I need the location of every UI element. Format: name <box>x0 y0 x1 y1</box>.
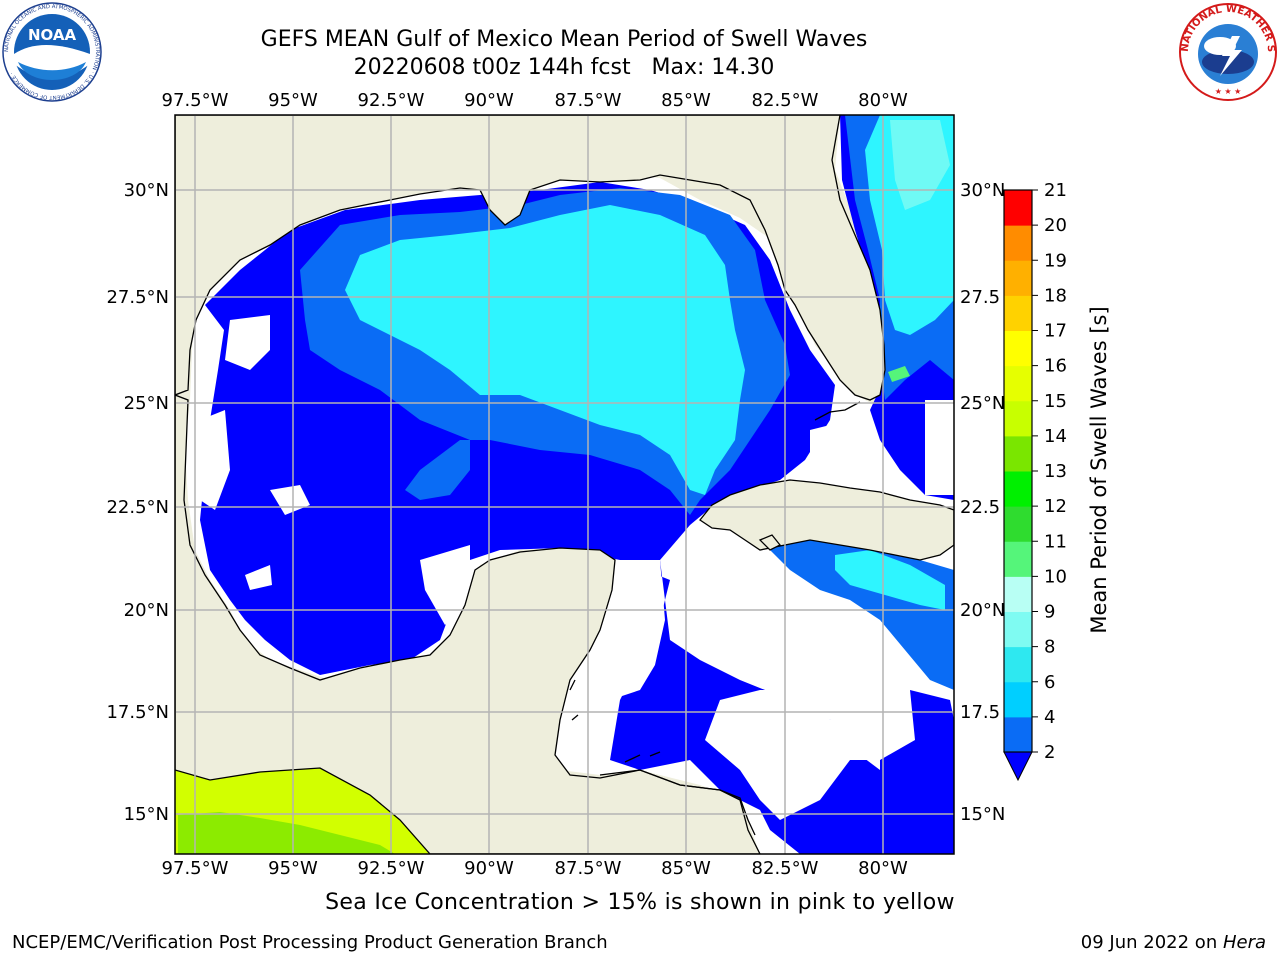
colorbar-tick-label: 2 <box>1044 742 1055 763</box>
colorbar-segment <box>1004 190 1032 226</box>
colorbar-tick-label: 19 <box>1044 250 1067 271</box>
lon-label-bottom: 87.5°W <box>555 858 622 879</box>
us-land <box>175 115 886 401</box>
colorbar-segment <box>1004 365 1032 402</box>
colorbar-tick-label: 12 <box>1044 496 1067 517</box>
map-content <box>175 115 954 854</box>
colorbar-tick-label: 17 <box>1044 321 1067 342</box>
colorbar-tick-label: 15 <box>1044 391 1067 412</box>
colorbar-tick-label: 14 <box>1044 426 1067 447</box>
lon-label-top: 92.5°W <box>358 90 425 111</box>
lon-label-bottom: 80°W <box>858 858 908 879</box>
colorbar-tick-label: 13 <box>1044 461 1067 482</box>
footer-machine: Hera <box>1222 932 1266 953</box>
colorbar-tick-label: 18 <box>1044 285 1067 306</box>
lat-label-left: 22.5°N <box>106 497 169 518</box>
lon-label-bottom: 92.5°W <box>358 858 425 879</box>
colorbar-tick-label: 8 <box>1044 637 1055 658</box>
colorbar-segment <box>1004 435 1032 472</box>
lat-label-right: 20°N <box>960 600 1005 621</box>
lon-label-top: 90°W <box>464 90 514 111</box>
colorbar-segment <box>1004 576 1032 612</box>
svg-text:★ ★ ★: ★ ★ ★ <box>1215 87 1242 96</box>
colorbar-tick-label: 20 <box>1044 215 1067 236</box>
colorbar-segment <box>1004 611 1032 648</box>
colorbar: 2 4 6 8 9 10 11 12 13 14 15 16 17 18 19 20 21 <box>1003 180 1067 782</box>
map-graticule <box>175 115 954 854</box>
title-line2: 20220608 t00z 144h fcst Max: 14.30 <box>353 55 775 80</box>
swell-pale-cyan-patch <box>890 120 950 210</box>
lon-label-top: 87.5°W <box>555 90 622 111</box>
lat-label-left: 15°N <box>124 804 169 825</box>
swell-light-cyan <box>345 205 745 495</box>
mexico-land <box>175 394 761 854</box>
lat-label-left: 25°N <box>124 393 169 414</box>
colorbar-tick-label: 16 <box>1044 356 1067 377</box>
lat-label-left: 17.5°N <box>106 702 169 723</box>
footer-date-text: 09 Jun 2022 on <box>1080 932 1223 953</box>
yucatan-islands <box>569 679 661 763</box>
footer-date: 09 Jun 2022 on Hera <box>1081 932 1266 953</box>
lon-label-bottom: 82.5°W <box>752 858 819 879</box>
lon-labels-bottom: 97.5°W 95°W 92.5°W 90°W 87.5°W 85°W 82.5… <box>162 858 908 879</box>
isla-juventud <box>758 534 782 551</box>
lat-label-right: 30°N <box>960 180 1005 201</box>
map-frame <box>174 114 955 855</box>
sea-ice-note: Sea Ice Concentration > 15% is shown in … <box>325 890 955 915</box>
lon-label-bottom: 85°W <box>661 858 711 879</box>
lon-label-bottom: 95°W <box>268 858 318 879</box>
colorbar-segment <box>1004 330 1032 367</box>
colorbar-segment <box>1004 646 1032 683</box>
colorbar-extend-arrow <box>1003 751 1033 782</box>
colorbar-segment <box>1004 681 1032 718</box>
lat-label-left: 20°N <box>124 600 169 621</box>
lon-label-bottom: 90°W <box>464 858 514 879</box>
lat-label-right: 17.5 <box>960 702 1000 723</box>
lat-labels-left: 30°N 27.5°N 25°N 22.5°N 20°N 17.5°N 15°N <box>106 180 169 825</box>
title-line1: GEFS MEAN Gulf of Mexico Mean Period of … <box>260 27 868 52</box>
colorbar-tick-label: 4 <box>1044 707 1055 728</box>
lat-label-right: 22.5 <box>960 497 1000 518</box>
colorbar-segment <box>1004 260 1032 296</box>
noaa-logo: NATIONAL OCEANIC AND ATMOSPHERIC ADMINIS… <box>2 2 102 102</box>
colorbar-tick-label: 6 <box>1044 672 1055 693</box>
colorbar-tick-label: 9 <box>1044 602 1055 623</box>
lat-label-right: 27.5 <box>960 287 1000 308</box>
nws-logo: NATIONAL WEATHER SERVICE ★ ★ ★ <box>1174 0 1278 102</box>
colorbar-segment <box>1004 400 1032 437</box>
lon-labels-top: 97.5°W 95°W 92.5°W 90°W 87.5°W 85°W 82.5… <box>162 90 908 111</box>
lat-label-right: 25°N <box>960 393 1005 414</box>
pacific-green-patch <box>178 812 395 854</box>
colorbar-segment <box>1004 541 1032 577</box>
lat-label-left: 30°N <box>124 180 169 201</box>
lon-label-top: 82.5°W <box>752 90 819 111</box>
lat-label-left: 27.5°N <box>106 287 169 308</box>
colorbar-segment <box>1004 506 1032 542</box>
lon-label-top: 85°W <box>661 90 711 111</box>
colorbar-segment <box>1004 716 1032 753</box>
colorbar-tick-label: 11 <box>1044 531 1067 552</box>
coastlines <box>175 115 954 854</box>
colorbar-segment <box>1004 225 1032 261</box>
swell-light-cyan-east <box>835 550 945 610</box>
florida-keys <box>814 401 861 421</box>
honduras-coast <box>599 769 756 836</box>
colorbar-label: Mean Period of Swell Waves [s] <box>1087 306 1111 633</box>
colorbar-segment <box>1004 471 1032 507</box>
lon-label-top: 97.5°W <box>162 90 229 111</box>
lon-label-top: 80°W <box>858 90 908 111</box>
colorbar-tick-label: 21 <box>1044 180 1067 201</box>
colorbar-tick-label: 10 <box>1044 566 1067 587</box>
lat-labels-right: 30°N 27.5 25°N 22.5 20°N 17.5 15°N <box>960 180 1005 825</box>
colorbar-segment <box>1004 295 1032 331</box>
lat-label-right: 15°N <box>960 804 1005 825</box>
footer-credit: NCEP/EMC/Verification Post Processing Pr… <box>12 932 608 953</box>
noaa-logo-text: NOAA <box>28 26 77 44</box>
lon-label-bottom: 97.5°W <box>162 858 229 879</box>
swell-green-patch <box>888 366 910 382</box>
lon-label-top: 95°W <box>268 90 318 111</box>
